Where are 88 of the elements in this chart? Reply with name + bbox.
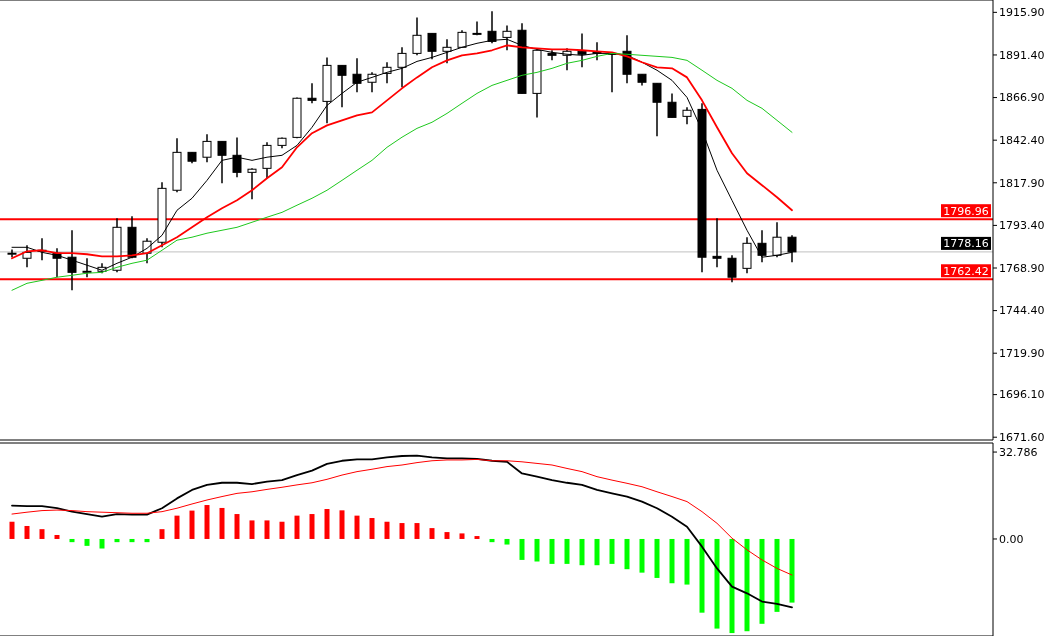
- bar: [624, 538, 630, 570]
- y-tick-label: 1768.90: [999, 261, 1045, 275]
- bar: [84, 538, 90, 546]
- bar: [609, 538, 615, 564]
- y-tick-label: 1866.90: [999, 91, 1045, 105]
- bar: [534, 538, 540, 562]
- candlestick: [712, 217, 722, 269]
- bar: [54, 534, 60, 539]
- y-tick-label: 1744.40: [999, 304, 1045, 318]
- bar: [189, 510, 195, 539]
- candlestick: [667, 92, 677, 119]
- bar: [249, 520, 255, 539]
- bar: [504, 538, 510, 545]
- bar: [684, 538, 690, 585]
- candlestick: [247, 167, 257, 201]
- bar: [219, 507, 225, 539]
- y-tick-label: 1793.40: [999, 219, 1045, 233]
- bar: [789, 538, 795, 603]
- ref-line-label: 1762.42: [943, 264, 989, 278]
- bar: [174, 515, 180, 539]
- bar: [369, 518, 375, 539]
- bar: [639, 538, 645, 573]
- line-series: [11, 458, 793, 576]
- bar: [9, 521, 15, 539]
- bar: [159, 529, 165, 539]
- y-tick-label: 1719.90: [999, 347, 1045, 361]
- candlestick: [337, 64, 347, 109]
- bar: [294, 515, 300, 539]
- bar: [204, 505, 210, 539]
- bar: [69, 538, 75, 543]
- bar: [759, 538, 765, 624]
- candlestick: [202, 133, 212, 164]
- y-tick-label: 1696.10: [999, 388, 1045, 402]
- bar: [729, 538, 735, 634]
- line-series: [11, 454, 793, 609]
- bar: [774, 538, 780, 612]
- bar: [669, 538, 675, 584]
- bar: [279, 521, 285, 539]
- candlestick: [397, 46, 407, 89]
- y-tick-label: 1671.60: [999, 431, 1045, 445]
- bar: [384, 521, 390, 539]
- candlestick: [262, 141, 272, 180]
- candlestick: [472, 20, 482, 37]
- bar: [114, 538, 120, 543]
- candlestick: [307, 82, 317, 105]
- bar: [129, 538, 135, 543]
- candlestick: [352, 57, 362, 94]
- bar: [324, 509, 330, 539]
- bar: [654, 538, 660, 578]
- bar: [594, 538, 600, 566]
- bar: [564, 538, 570, 564]
- bar: [309, 514, 315, 539]
- bar: [519, 538, 525, 560]
- bar: [549, 538, 555, 564]
- candlestick: [727, 254, 737, 284]
- bar: [24, 525, 30, 539]
- candlestick: [232, 136, 242, 178]
- bar: [144, 538, 150, 543]
- bar: [414, 523, 420, 539]
- candlestick: [772, 221, 782, 258]
- bar: [579, 538, 585, 566]
- bar: [459, 533, 465, 539]
- y-tick-label: 32.786: [999, 445, 1038, 459]
- candlestick: [412, 16, 422, 57]
- y-tick-label: 1817.90: [999, 176, 1045, 190]
- y-tick-label: 1842.40: [999, 134, 1045, 148]
- bar: [714, 538, 720, 629]
- ref-line-label: 1778.16: [943, 237, 989, 251]
- bar: [429, 528, 435, 539]
- y-tick-label: 1915.90: [999, 6, 1045, 20]
- bar: [744, 538, 750, 632]
- bar: [354, 515, 360, 539]
- bar: [699, 538, 705, 613]
- candlestick: [652, 82, 662, 138]
- y-tick-label: 0.00: [999, 532, 1024, 546]
- bar: [39, 529, 45, 539]
- bar: [399, 523, 405, 539]
- bar: [234, 514, 240, 539]
- bar: [264, 520, 270, 539]
- bar: [444, 532, 450, 539]
- candlestick: [757, 229, 767, 264]
- ref-line-label: 1796.96: [943, 204, 989, 218]
- bar: [99, 538, 105, 549]
- candlestick: [217, 140, 227, 185]
- bar: [339, 510, 345, 539]
- bar: [489, 538, 495, 543]
- bar: [474, 536, 480, 539]
- y-tick-label: 1891.40: [999, 48, 1045, 62]
